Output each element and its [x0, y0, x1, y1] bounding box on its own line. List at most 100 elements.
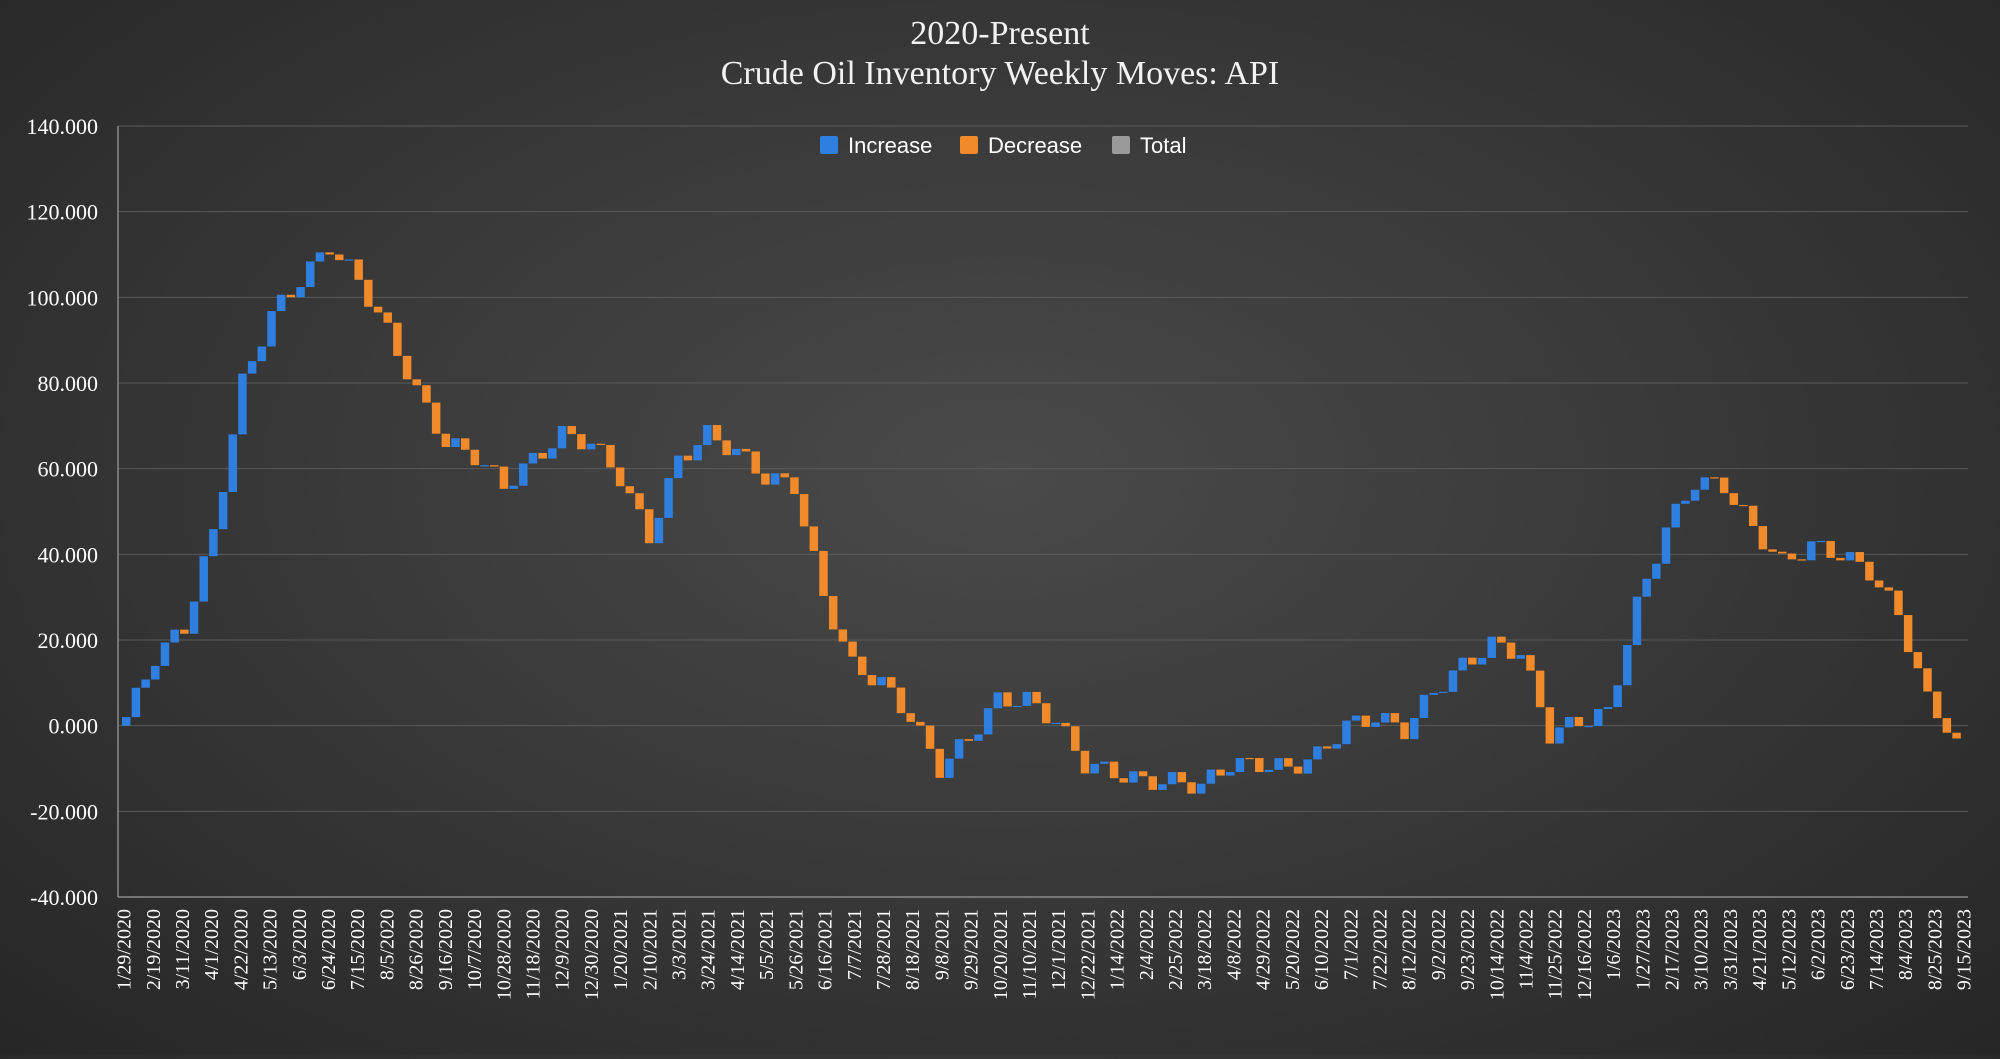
x-tick-label: 5/5/2021: [756, 909, 778, 980]
x-tick-label: 8/25/2023: [1924, 909, 1946, 990]
waterfall-bar: [790, 477, 799, 495]
x-tick-label: 2/10/2021: [639, 909, 661, 990]
y-tick-label: -20.000: [30, 799, 98, 824]
x-tick-label: 12/16/2022: [1574, 909, 1596, 1000]
waterfall-bar: [964, 739, 974, 741]
x-tick-label: 5/20/2022: [1282, 909, 1304, 990]
waterfall-bar: [1700, 477, 1710, 490]
waterfall-bar: [809, 526, 819, 551]
x-tick-label: 7/22/2022: [1369, 909, 1391, 990]
waterfall-bar: [218, 492, 228, 530]
y-tick-label: 0.000: [49, 714, 99, 739]
x-tick-label: 10/7/2020: [464, 909, 486, 990]
x-tick-label: 6/16/2021: [815, 909, 837, 990]
waterfall-bar: [1264, 769, 1274, 773]
waterfall-bar: [335, 254, 344, 261]
waterfall-bar: [1090, 763, 1099, 774]
waterfall-bar: [945, 758, 954, 778]
x-tick-label: 2/17/2023: [1662, 909, 1684, 990]
waterfall-bar: [615, 467, 625, 487]
waterfall-bar: [402, 355, 412, 380]
waterfall-bar: [1816, 540, 1826, 543]
waterfall-bar: [1594, 708, 1603, 726]
x-tick-label: 11/25/2022: [1545, 909, 1567, 999]
waterfall-bar: [780, 473, 790, 478]
x-tick-label: 1/6/2023: [1603, 909, 1625, 980]
waterfall-bar: [1012, 705, 1022, 708]
legend-swatch-increase: [820, 136, 838, 154]
waterfall-bar: [383, 312, 392, 323]
x-tick-label: 10/20/2021: [990, 909, 1012, 1000]
waterfall-bar: [1109, 761, 1119, 779]
legend: Increase Decrease Total: [820, 133, 1186, 158]
x-tick-label: 11/4/2022: [1515, 909, 1537, 989]
waterfall-bar: [1196, 783, 1206, 794]
waterfall-bar: [1710, 477, 1719, 479]
waterfall-bar: [373, 306, 383, 313]
waterfall-bar: [586, 443, 596, 450]
waterfall-bar: [131, 687, 141, 718]
waterfall-bar: [538, 452, 547, 459]
waterfall-bar: [674, 455, 683, 479]
waterfall-bar: [954, 739, 964, 759]
waterfall-bar: [1255, 758, 1264, 773]
x-tick-label: 2/19/2020: [143, 909, 165, 990]
waterfall-bar: [1748, 505, 1758, 526]
waterfall-bar: [722, 440, 731, 456]
x-axis-ticks: 1/29/2020 2/19/2020 3/11/2020 4/1/2020 4/22/…: [114, 909, 1976, 1000]
x-tick-label: 10/14/2022: [1486, 909, 1508, 1000]
waterfall-bar: [887, 677, 896, 688]
waterfall-bar: [916, 721, 925, 726]
x-tick-label: 1/27/2023: [1632, 909, 1654, 990]
legend-label-increase: Increase: [848, 133, 932, 158]
waterfall-bar: [848, 641, 857, 657]
waterfall-bar: [1807, 541, 1816, 561]
waterfall-bar: [1526, 655, 1535, 671]
waterfall-bar: [141, 679, 150, 688]
waterfall-bar: [1671, 503, 1680, 528]
x-tick-label: 3/10/2023: [1691, 909, 1713, 990]
waterfall-bar: [1603, 707, 1613, 709]
waterfall-bar: [470, 449, 480, 466]
waterfall-bar: [1681, 500, 1690, 504]
waterfall-bar: [935, 748, 944, 778]
waterfall-bar: [925, 725, 935, 749]
y-tick-label: 100.000: [27, 285, 99, 310]
x-tick-label: 12/1/2021: [1048, 909, 1070, 990]
waterfall-bar: [1477, 657, 1487, 665]
x-tick-label: 3/18/2022: [1194, 909, 1216, 990]
y-tick-label: -40.000: [30, 885, 98, 910]
waterfall-bar: [1206, 769, 1216, 784]
waterfall-bar: [364, 279, 373, 307]
x-tick-label: 8/4/2023: [1895, 909, 1917, 980]
waterfall-bar: [1390, 713, 1400, 723]
waterfall-bar: [1361, 715, 1371, 727]
y-tick-label: 60.000: [38, 457, 99, 482]
waterfall-bar: [1584, 725, 1593, 728]
waterfall-bar: [1729, 493, 1739, 505]
waterfall-bar: [1380, 713, 1390, 723]
waterfall-bar: [247, 361, 257, 374]
x-tick-label: 8/26/2020: [406, 909, 428, 990]
waterfall-bar: [1042, 703, 1051, 724]
waterfall-bar: [867, 675, 877, 686]
x-tick-label: 6/2/2023: [1808, 909, 1830, 980]
waterfall-bar: [1051, 722, 1061, 725]
x-tick-label: 4/8/2022: [1223, 909, 1245, 980]
waterfall-bar: [1167, 772, 1177, 785]
waterfall-bar: [315, 252, 325, 262]
waterfall-bar: [1439, 691, 1448, 694]
waterfall-bar: [983, 708, 993, 735]
waterfall-bar: [974, 734, 983, 741]
waterfall-bar: [906, 713, 915, 722]
waterfall-bar: [1322, 746, 1332, 749]
waterfall-bar: [344, 259, 354, 261]
waterfall-bar: [1642, 578, 1651, 597]
waterfall-bar: [567, 425, 576, 435]
waterfall-bar: [1293, 766, 1303, 774]
x-tick-label: 7/1/2022: [1340, 909, 1362, 980]
waterfall-bar: [1497, 636, 1506, 643]
waterfall-bar: [422, 385, 431, 403]
